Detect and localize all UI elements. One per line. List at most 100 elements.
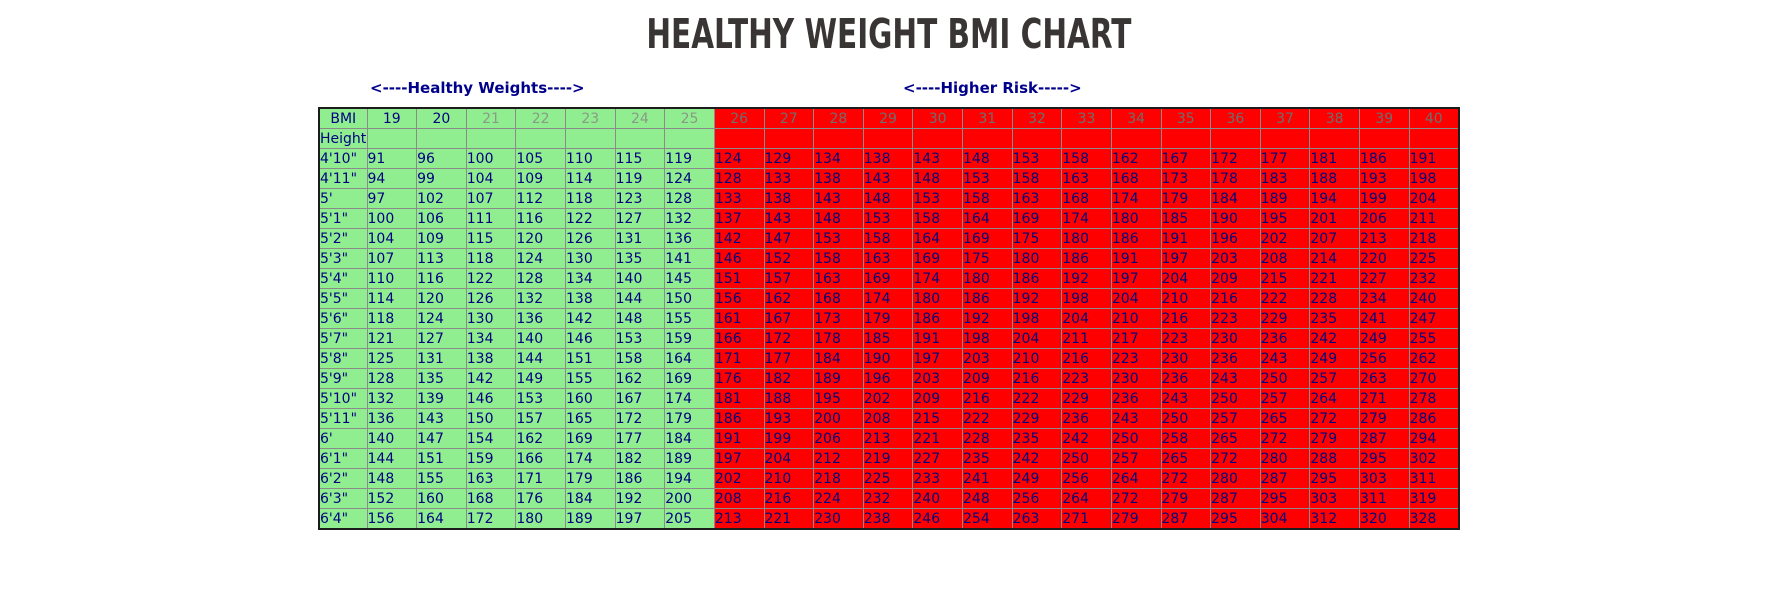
weight-cell: 213 <box>713 508 765 530</box>
weight-cell: 177 <box>763 348 815 369</box>
weight-cell: 164 <box>664 348 715 369</box>
weight-cell: 132 <box>366 388 418 409</box>
height-cell: 6' <box>318 428 368 449</box>
bmi-column-header-25: 25 <box>664 107 715 129</box>
weight-cell: 258 <box>1160 428 1212 449</box>
weight-cell: 128 <box>515 268 566 289</box>
weight-cell: 148 <box>962 148 1013 169</box>
weight-cell: 127 <box>614 208 666 229</box>
weight-cell: 272 <box>1110 488 1162 509</box>
weight-cell: 163 <box>1061 168 1112 189</box>
weight-cell: 142 <box>713 228 765 249</box>
empty-cell <box>813 128 864 149</box>
table-row: 6'1" 144 151 159 166 174 182 189 197 204 212 219 227… <box>318 448 1460 469</box>
height-cell: 6'2" <box>318 468 368 489</box>
weight-cell: 249 <box>1359 328 1410 349</box>
weight-cell: 270 <box>1408 368 1460 389</box>
weight-cell: 134 <box>565 268 616 289</box>
weight-cell: 106 <box>416 208 467 229</box>
weight-cell: 235 <box>1011 428 1063 449</box>
weight-cell: 302 <box>1408 448 1460 469</box>
weight-cell: 204 <box>1408 188 1460 209</box>
weight-cell: 176 <box>515 488 566 509</box>
weight-cell: 256 <box>1359 348 1410 369</box>
weight-cell: 186 <box>912 308 963 329</box>
weight-cell: 160 <box>565 388 616 409</box>
weight-cell: 198 <box>1408 168 1460 189</box>
weight-cell: 229 <box>1061 388 1112 409</box>
height-cell: 5'3" <box>318 248 368 269</box>
weight-cell: 240 <box>912 488 963 509</box>
weight-cell: 304 <box>1259 508 1311 530</box>
weight-cell: 154 <box>465 428 517 449</box>
weight-cell: 198 <box>962 328 1013 349</box>
weight-cell: 157 <box>763 268 815 289</box>
weight-cell: 264 <box>1110 468 1162 489</box>
bmi-column-header-26: 26 <box>713 107 765 129</box>
weight-cell: 272 <box>1210 448 1261 469</box>
weight-cell: 174 <box>912 268 963 289</box>
weight-cell: 263 <box>1359 368 1410 389</box>
weight-cell: 124 <box>713 148 765 169</box>
weight-cell: 175 <box>962 248 1013 269</box>
weight-cell: 174 <box>664 388 715 409</box>
empty-cell <box>1061 128 1112 149</box>
weight-cell: 272 <box>1259 428 1311 449</box>
weight-cell: 216 <box>962 388 1013 409</box>
empty-cell <box>912 128 963 149</box>
weight-cell: 169 <box>565 428 616 449</box>
weight-cell: 185 <box>1160 208 1212 229</box>
weight-cell: 124 <box>515 248 566 269</box>
weight-cell: 295 <box>1210 508 1261 530</box>
weight-cell: 138 <box>465 348 517 369</box>
weight-cell: 250 <box>1061 448 1112 469</box>
weight-cell: 153 <box>912 188 963 209</box>
weight-cell: 151 <box>565 348 616 369</box>
weight-cell: 157 <box>515 408 566 429</box>
weight-cell: 250 <box>1259 368 1311 389</box>
weight-cell: 184 <box>664 428 715 449</box>
weight-cell: 171 <box>515 468 566 489</box>
weight-cell: 131 <box>416 348 467 369</box>
weight-cell: 209 <box>962 368 1013 389</box>
weight-cell: 130 <box>465 308 517 329</box>
weight-cell: 182 <box>763 368 815 389</box>
weight-cell: 235 <box>1309 308 1360 329</box>
weight-cell: 141 <box>664 248 715 269</box>
weight-cell: 287 <box>1359 428 1410 449</box>
weight-cell: 204 <box>1061 308 1112 329</box>
weight-cell: 194 <box>664 468 715 489</box>
empty-cell <box>713 128 765 149</box>
weight-cell: 172 <box>465 508 517 530</box>
weight-cell: 210 <box>1160 288 1212 309</box>
weight-cell: 156 <box>366 508 418 530</box>
weight-cell: 264 <box>1309 388 1360 409</box>
weight-cell: 228 <box>962 428 1013 449</box>
weight-cell: 160 <box>416 488 467 509</box>
weight-cell: 172 <box>1210 148 1261 169</box>
weight-cell: 265 <box>1259 408 1311 429</box>
weight-cell: 196 <box>1210 228 1261 249</box>
weight-cell: 143 <box>912 148 963 169</box>
weight-cell: 113 <box>416 248 467 269</box>
weight-cell: 303 <box>1309 488 1360 509</box>
weight-cell: 184 <box>1210 188 1261 209</box>
weight-cell: 219 <box>862 448 914 469</box>
weight-cell: 280 <box>1259 448 1311 469</box>
weight-cell: 216 <box>1210 288 1261 309</box>
empty-cell <box>614 128 666 149</box>
weight-cell: 295 <box>1259 488 1311 509</box>
bmi-column-header-20: 20 <box>416 107 467 129</box>
weight-cell: 186 <box>1359 148 1410 169</box>
weight-cell: 116 <box>416 268 467 289</box>
weight-cell: 100 <box>366 208 418 229</box>
height-cell: 6'3" <box>318 488 368 509</box>
height-cell: 5'7" <box>318 328 368 349</box>
weight-cell: 195 <box>813 388 864 409</box>
empty-cell <box>1160 128 1212 149</box>
weight-cell: 294 <box>1408 428 1460 449</box>
weight-cell: 163 <box>813 268 864 289</box>
weight-cell: 114 <box>366 288 418 309</box>
weight-cell: 229 <box>1011 408 1063 429</box>
weight-cell: 199 <box>763 428 815 449</box>
